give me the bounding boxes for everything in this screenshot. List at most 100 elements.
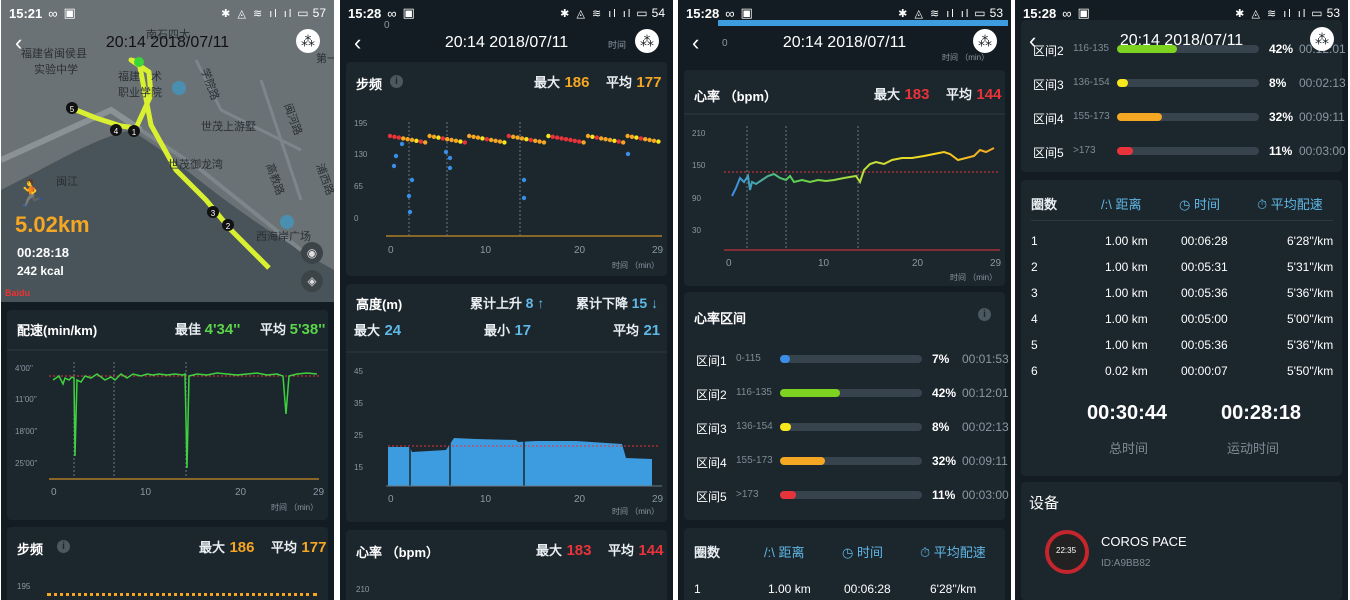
pace-xunit: 时间 （min） [271,502,318,512]
hr-xtick: 29 [990,258,1002,269]
battery-icon: ▭ [297,6,309,20]
hr-zones-card: 区间2116-13542%00:12:01区间3136-1548%00:02:1… [1021,20,1346,172]
cadence-title: 步频 [356,77,383,92]
zone-bar-fill [1117,79,1129,87]
top-axis-right: 时间 （min） [942,53,990,62]
cadence-point [616,139,621,144]
lap-pace: 6'28''/km [930,582,977,596]
cadence-point [521,195,527,201]
zone-percent: 8% [932,420,950,434]
cadence-point [528,137,533,143]
zone-range: 155-173 [1073,111,1110,122]
infinity-icon: ∞ [48,5,58,21]
back-icon[interactable]: ‹ [1029,28,1037,53]
alt-xtick: 20 [574,494,586,505]
info-icon[interactable]: i [57,540,70,553]
cadence-point [423,140,428,145]
cadence-xtick: 0 [388,245,394,256]
hr-card: 心率 （bpm） 最大 183 平均 144 210 150 90 30 [684,70,1005,286]
share-icon[interactable]: ⁂ [973,29,997,53]
map-canvas: 5 4 1 3 2 福建省闽侯县 实验中学 福建 术 职业学院 学院路 世茂上游… [1,0,334,302]
pace-best-value: 4'34'' [204,321,241,338]
lap-pace: 5'31''/km [1287,260,1334,274]
zone-percent: 7% [932,352,950,366]
route-map[interactable]: 5 4 1 3 2 福建省闽侯县 实验中学 福建 术 职业学院 学院路 世茂上游… [1,0,334,302]
distance-icon: /:\ [764,545,779,560]
hr-zone-row: 区间4 155-173 32% 00:09:11 [1033,108,1345,126]
lap-distance: 1.00 km [1105,338,1148,352]
zone-bar-track [1117,45,1259,53]
cadence-avg-label: 平均 [270,540,297,555]
cadence-point [607,137,613,143]
back-icon[interactable]: ‹ [354,30,362,55]
hr-ytick: 90 [692,194,701,203]
cadence-point [594,135,599,140]
cadence-point [599,136,604,141]
zone-percent: 8% [1269,76,1287,90]
laps-col-lap: 圈数 [694,545,721,560]
info-icon[interactable]: i [978,308,991,321]
laps-col-pace: ⏱ 平均配速 [1257,194,1323,213]
zone-bar-track [1117,147,1259,155]
infinity-icon: ∞ [387,5,397,21]
zone-time: 00:03:00 [1299,144,1346,158]
layers-icon[interactable]: ◈ [301,270,323,292]
hr-ytick: 210 [692,129,706,138]
back-icon[interactable]: ‹ [692,30,700,55]
zone-name: 区间4 [696,456,727,470]
zone-bar-fill [780,457,826,465]
info-icon[interactable]: i [390,75,403,88]
cadence-point [643,137,648,142]
page-title: 20:14 2018/07/11 [444,34,569,51]
cadence-peek-dots [47,593,317,596]
zone-time: 00:03:00 [962,488,1009,502]
status-time: 15:28 [348,5,382,21]
cadence-point [519,136,525,141]
runner-icon: 🏃 [15,178,48,208]
laps-col-pace-label: 平均配速 [1270,197,1323,212]
cadence-point [629,134,635,139]
eye-icon[interactable]: ◉ [301,242,323,264]
lap-distance: 0.02 km [1105,364,1148,378]
total-distance: 5.02km [15,212,90,237]
hr-stats: 最大 183 平均 144 [536,540,663,560]
status-bar: 15:21 ∞ ▣ ✱ ◬ ≋ ıl ıl ▭ 57 [1,0,334,26]
zone-percent: 42% [932,386,957,400]
zone-name: 区间4 [1033,112,1064,126]
lap-distance: 1.00 km [1105,286,1148,300]
cadence-ytick: 65 [354,182,363,191]
cadence-point [585,133,591,139]
cadence-point [555,135,560,140]
cadence-point [406,193,412,199]
top-header: ‹ 20:14 2018/07/11 ⁂ [678,26,1011,60]
zone-range: 116-135 [736,387,772,398]
run-map-screen: 5 4 1 3 2 福建省闽侯县 实验中学 福建 术 职业学院 学院路 世茂上游… [1,0,334,600]
back-icon[interactable]: ‹ [15,30,23,55]
share-icon[interactable]: ⁂ [296,29,320,53]
cadence-peek-card: 步频 i 最大 186 平均 177 195 [7,527,328,600]
lap-time: 00:06:28 [844,582,891,596]
status-bar: 15:28 ∞ ▣ ✱ ◬ ≋ ıl ıl ▭ 53 [1015,0,1348,26]
laps-col-pace: ⏱ 平均配速 [920,542,986,561]
share-icon[interactable]: ⁂ [635,29,659,53]
cadence-point [493,138,498,143]
cadence-point [625,133,630,139]
hr-xtick: 10 [818,258,830,269]
cadence-ytick: 130 [354,150,368,159]
start-marker [134,57,144,67]
hr-peek-card: 心率 （bpm） 最大 183 平均 144 210 [346,530,667,600]
hr-ytick: 30 [692,226,701,235]
cadence-avg-label: 平均 [605,75,632,90]
cadence-point [436,135,441,140]
device-card[interactable]: 设备 22:35 COROS PACE ID:A9BB82 [1021,482,1342,600]
svg-text:实验中学: 实验中学 [34,62,78,76]
signal-icons: ✱ ◬ ≋ ıl ıl [1235,7,1308,20]
svg-text:福建省闽侯县: 福建省闽侯县 [21,46,87,60]
zone-time: 00:09:11 [962,454,1008,468]
pace-xtick: 10 [140,487,152,498]
cadence-point [401,136,406,141]
svg-text:福建: 福建 [118,69,140,83]
hr-ytick: 150 [692,161,706,170]
battery-level: 57 [312,6,326,20]
share-icon[interactable]: ⁂ [1310,27,1334,51]
